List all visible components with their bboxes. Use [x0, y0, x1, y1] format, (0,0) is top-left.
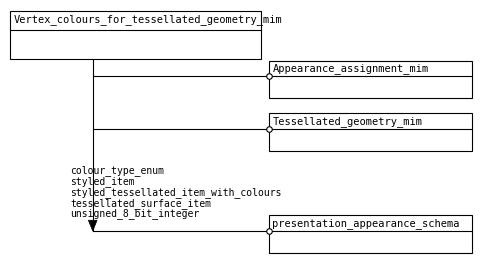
Bar	[10, 11, 261, 59]
Bar	[269, 113, 472, 151]
Text: styled_item: styled_item	[70, 176, 135, 187]
Polygon shape	[89, 220, 97, 231]
Text: tessellated_surface_item: tessellated_surface_item	[70, 198, 211, 209]
Bar	[269, 61, 472, 98]
Text: unsigned_8_bit_integer: unsigned_8_bit_integer	[70, 208, 199, 220]
Text: Tessellated_geometry_mim: Tessellated_geometry_mim	[272, 116, 423, 127]
Text: styled_tessellated_item_with_colours: styled_tessellated_item_with_colours	[70, 187, 282, 198]
Text: presentation_appearance_schema: presentation_appearance_schema	[272, 218, 460, 229]
Text: colour_type_enum: colour_type_enum	[70, 165, 164, 176]
Bar	[269, 215, 472, 253]
Text: Vertex_colours_for_tessellated_geometry_mim: Vertex_colours_for_tessellated_geometry_…	[14, 14, 282, 25]
Text: Appearance_assignment_mim: Appearance_assignment_mim	[272, 63, 429, 75]
